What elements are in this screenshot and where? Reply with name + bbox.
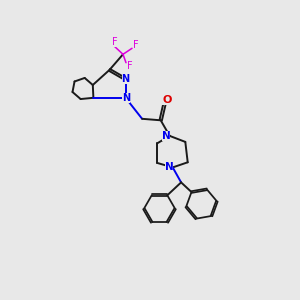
Text: N: N bbox=[162, 131, 170, 141]
Text: F: F bbox=[127, 61, 132, 71]
Text: F: F bbox=[133, 40, 139, 50]
Text: N: N bbox=[165, 162, 173, 172]
Text: N: N bbox=[122, 93, 130, 103]
Text: N: N bbox=[122, 74, 130, 84]
Text: F: F bbox=[112, 37, 117, 47]
Text: O: O bbox=[162, 95, 171, 105]
